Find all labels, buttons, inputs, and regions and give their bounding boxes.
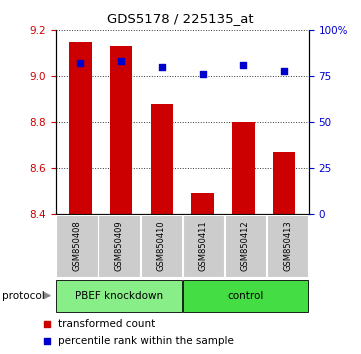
Text: GSM850413: GSM850413 [283,221,292,272]
Bar [191,194,214,214]
Text: PBEF knockdown: PBEF knockdown [75,291,163,301]
Bar [232,122,255,214]
Point [44,321,49,327]
Text: GSM850410: GSM850410 [157,221,166,272]
Bar [110,46,132,214]
Text: GSM850412: GSM850412 [241,221,250,272]
Point [44,338,49,344]
Text: control: control [227,291,264,301]
Bar [56,215,98,277]
Bar [273,152,295,214]
Text: GSM850408: GSM850408 [73,221,82,272]
Bar [99,215,140,277]
Bar [56,280,182,312]
Bar [151,104,173,214]
Point [200,72,205,77]
Bar [183,215,224,277]
Point [118,58,124,64]
Text: protocol: protocol [2,291,44,301]
Point [281,68,287,73]
Bar [140,215,182,277]
Text: transformed count: transformed count [58,319,155,329]
Text: percentile rank within the sample: percentile rank within the sample [58,336,234,346]
Bar [267,215,308,277]
Text: GDS5178 / 225135_at: GDS5178 / 225135_at [107,12,254,25]
Bar [69,42,92,214]
Text: GSM850411: GSM850411 [199,221,208,272]
Point [78,61,83,66]
Point [240,62,246,68]
Bar [225,215,266,277]
Bar [183,280,308,312]
Point [159,64,165,70]
Text: GSM850409: GSM850409 [115,221,123,272]
